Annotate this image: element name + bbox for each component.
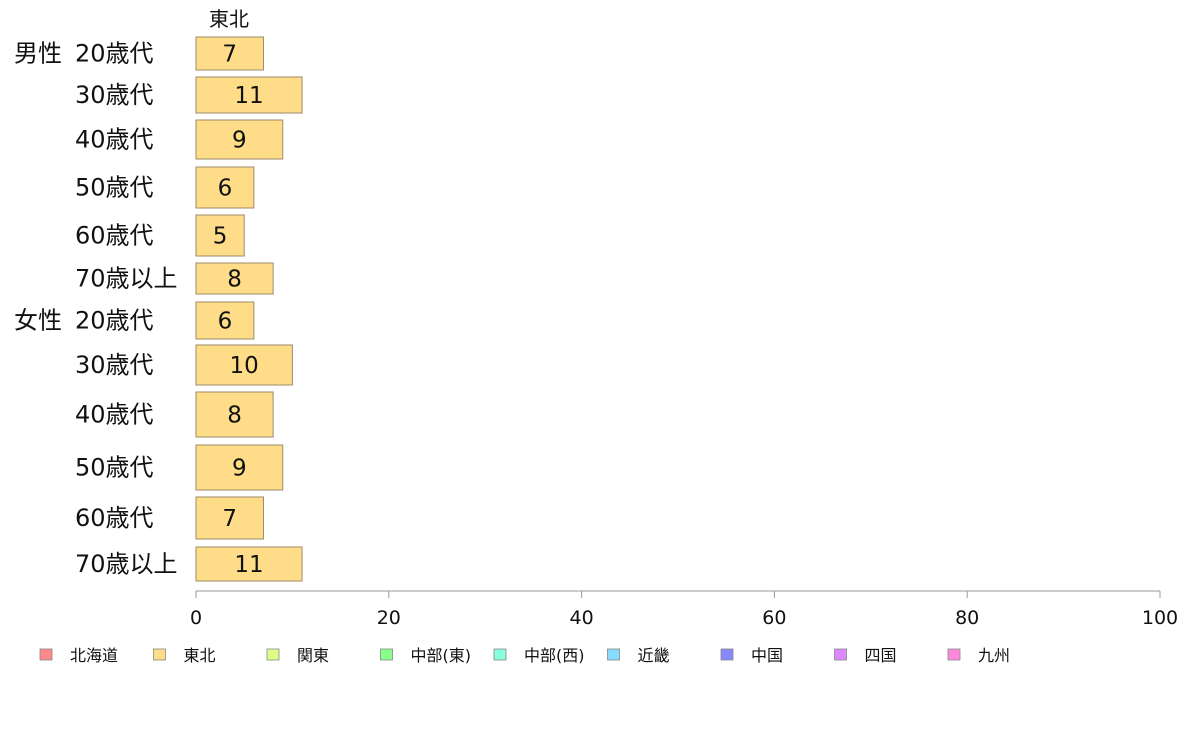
data-label: 9 bbox=[232, 128, 247, 154]
category-label: 30歳代 bbox=[75, 351, 154, 379]
category-label: 40歳代 bbox=[75, 126, 154, 154]
category-label: 30歳代 bbox=[75, 81, 154, 109]
bar bbox=[195, 166, 255, 209]
group-label: 女性 bbox=[14, 307, 62, 335]
data-label: 10 bbox=[230, 353, 259, 379]
legend-swatch bbox=[153, 648, 166, 661]
legend-swatch bbox=[380, 648, 393, 661]
group-label: 男性 bbox=[14, 40, 62, 68]
legend-swatch bbox=[266, 648, 280, 661]
bar bbox=[195, 36, 264, 71]
legend-label: 四国 bbox=[865, 646, 897, 665]
x-tick-label: 80 bbox=[955, 607, 979, 629]
category-label: 70歳以上 bbox=[75, 550, 178, 578]
legend-label: 九州 bbox=[978, 646, 1010, 665]
category-label: 20歳代 bbox=[75, 40, 154, 68]
x-axis: 0 20 40 60 80 100 bbox=[190, 590, 1178, 629]
bar bbox=[195, 391, 274, 438]
category-label: 60歳代 bbox=[75, 504, 154, 532]
bars: 7 11 9 6 5 8 6 10 8 9 7 11 bbox=[195, 36, 303, 582]
data-label: 6 bbox=[218, 176, 233, 202]
data-label: 7 bbox=[222, 506, 237, 532]
category-label: 50歳代 bbox=[75, 454, 154, 482]
bar bbox=[195, 444, 284, 491]
data-label: 8 bbox=[227, 267, 242, 293]
legend-swatch bbox=[720, 648, 734, 661]
bar bbox=[195, 214, 245, 257]
legend-swatch bbox=[607, 648, 620, 661]
category-label: 70歳以上 bbox=[75, 265, 178, 293]
legend-swatch bbox=[493, 648, 507, 661]
bar bbox=[195, 76, 303, 114]
legend-label: 中国 bbox=[751, 646, 783, 665]
series-header: 東北 bbox=[209, 7, 249, 31]
legend-label: 北海道 bbox=[70, 646, 118, 665]
bar bbox=[195, 301, 255, 340]
legend: 北海道 東北 関東 中部(東) 中部(西) 近畿 中国 四国 九州 bbox=[39, 646, 1010, 665]
legend-swatch bbox=[834, 648, 847, 661]
bar bbox=[195, 262, 274, 295]
legend-label: 中部(西) bbox=[524, 646, 585, 665]
category-label: 20歳代 bbox=[75, 307, 154, 335]
legend-swatch bbox=[947, 648, 961, 661]
data-label: 9 bbox=[232, 456, 247, 482]
bar bbox=[195, 344, 293, 386]
data-label: 8 bbox=[227, 403, 242, 429]
legend-label: 東北 bbox=[184, 646, 216, 665]
data-label: 5 bbox=[213, 224, 228, 250]
x-tick-label: 40 bbox=[570, 607, 594, 629]
category-label: 60歳代 bbox=[75, 222, 154, 250]
x-tick-label: 0 bbox=[190, 607, 202, 629]
legend-label: 中部(東) bbox=[411, 646, 472, 665]
category-label: 40歳代 bbox=[75, 401, 154, 429]
category-label: 50歳代 bbox=[75, 174, 154, 202]
x-tick-label: 20 bbox=[377, 607, 401, 629]
bar bbox=[195, 546, 303, 582]
legend-label: 近畿 bbox=[638, 646, 670, 665]
legend-swatch bbox=[39, 648, 53, 661]
data-label: 11 bbox=[234, 83, 263, 109]
bar bbox=[195, 119, 284, 160]
data-label: 7 bbox=[222, 42, 237, 68]
x-tick-label: 60 bbox=[762, 607, 786, 629]
data-label: 11 bbox=[234, 552, 263, 578]
legend-label: 関東 bbox=[297, 646, 329, 665]
x-tick-label: 100 bbox=[1142, 607, 1178, 629]
bar bbox=[195, 496, 264, 540]
data-label: 6 bbox=[218, 309, 233, 335]
